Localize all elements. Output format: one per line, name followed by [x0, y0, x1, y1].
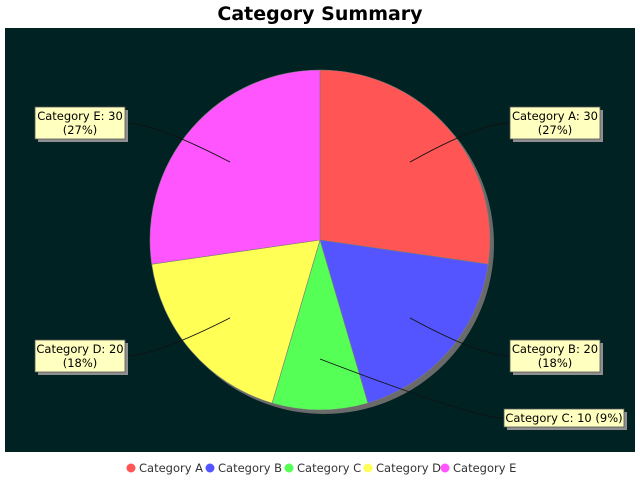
legend-label: Category B [218, 461, 282, 475]
leader-line-category-a [409, 122, 511, 163]
legend-label: Category E [453, 461, 516, 475]
legend-item-category-c: Category C [284, 461, 361, 475]
slice-label-text: (27%) [63, 123, 98, 137]
label-leaders [124, 122, 511, 419]
pie-slices [149, 69, 491, 411]
legend-swatch [363, 463, 373, 473]
slice-label-category-a: Category A: 30(27%) [509, 106, 603, 142]
slice-labels: Category A: 30(27%)Category B: 20(18%)Ca… [34, 106, 627, 430]
leader-line-category-d [124, 317, 231, 357]
slice-label-text: Category A: 30 [512, 109, 598, 123]
slice-label-category-c: Category C: 10 (9%) [503, 408, 627, 430]
legend-label: Category D [376, 461, 441, 475]
legend-swatch [440, 463, 450, 473]
leader-line-category-e [124, 122, 231, 163]
slice-label-category-d: Category D: 20(18%) [34, 339, 128, 375]
legend: Category A Category B Category C Category D… [126, 461, 516, 475]
legend-item-category-b: Category B [205, 461, 282, 475]
leader-line-category-b [409, 317, 511, 357]
legend-label: Category A [139, 461, 203, 475]
slice-label-text: (27%) [538, 123, 573, 137]
slice-label-category-e: Category E: 30(27%) [34, 106, 128, 142]
slice-label-text: Category C: 10 (9%) [505, 411, 622, 425]
slice-label-text: (18%) [538, 356, 573, 370]
pie-slice-category-b [319, 239, 489, 404]
slice-label-text: Category D: 20 [36, 342, 123, 356]
slice-label-text: Category B: 20 [512, 342, 598, 356]
chart-title: Category Summary [217, 3, 423, 25]
legend-label: Category C [297, 461, 361, 475]
slice-label-text: (18%) [63, 356, 98, 370]
pie-slice-category-c [271, 238, 369, 411]
pie-slice-category-a [319, 69, 491, 265]
leader-line-category-c [319, 358, 505, 419]
legend-item-category-d: Category D [363, 461, 441, 475]
slice-label-text: Category E: 30 [37, 109, 123, 123]
legend-swatch [126, 463, 136, 473]
legend-swatch [284, 463, 294, 473]
pie-slice-category-e [149, 69, 321, 265]
legend-item-category-e: Category E [440, 461, 516, 475]
legend-swatch [205, 463, 215, 473]
pie-slice-category-d [151, 239, 321, 404]
slice-label-category-b: Category B: 20(18%) [509, 339, 603, 375]
legend-item-category-a: Category A [126, 461, 203, 475]
